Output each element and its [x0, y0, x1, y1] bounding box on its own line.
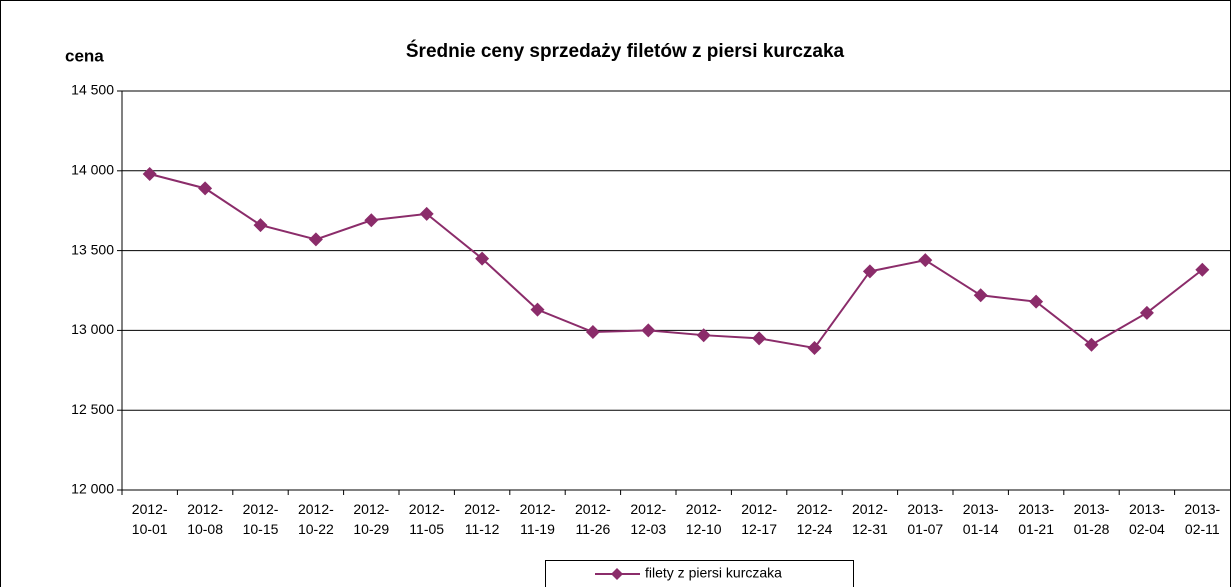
- y-tick-label: 13 500: [71, 241, 114, 257]
- x-tick-label: 2013-01-21: [1018, 501, 1054, 537]
- x-tick-label: 2012-12-17: [741, 501, 777, 537]
- x-tick-label: 2012-10-22: [297, 501, 334, 537]
- data-point: [364, 213, 379, 228]
- series-line: [149, 173, 1203, 350]
- data-point: [807, 340, 822, 355]
- data-point: [973, 288, 988, 303]
- data-point: [253, 218, 268, 233]
- data-point: [308, 232, 323, 247]
- y-axis-label: cena: [65, 46, 104, 65]
- x-tick-label: 2012-10-15: [242, 501, 279, 537]
- data-point: [198, 181, 213, 196]
- x-tick-label: 2013-02-04: [1128, 501, 1165, 537]
- data-point: [641, 323, 656, 338]
- x-tick-label: 2013-02-11: [1184, 501, 1221, 537]
- x-tick-label: 2013-01-07: [907, 501, 944, 537]
- data-point: [752, 331, 767, 346]
- x-tick-label: 2012-12-31: [851, 501, 888, 537]
- x-tick-label: 2012-11-05: [408, 501, 445, 537]
- x-tick-label: 2013-01-28: [1073, 501, 1110, 537]
- x-tick-label: 2013-01-14: [962, 501, 999, 537]
- x-tick-label: 2012-10-08: [187, 501, 223, 537]
- legend-marker: [611, 568, 623, 580]
- y-tick-label: 14 000: [71, 162, 114, 178]
- x-tick-label: 2012-11-12: [464, 501, 500, 537]
- data-point: [1139, 305, 1154, 320]
- x-tick-label: 2012-11-19: [519, 501, 556, 537]
- y-tick-label: 12 000: [71, 481, 114, 497]
- x-tick-label: 2012-12-03: [630, 501, 667, 537]
- data-point: [530, 302, 545, 317]
- x-tick-label: 2012-11-26: [574, 501, 611, 537]
- data-point: [1084, 337, 1099, 352]
- data-point: [142, 166, 157, 181]
- data-point: [862, 264, 877, 279]
- y-tick-label: 13 000: [71, 321, 114, 337]
- y-tick-label: 12 500: [71, 401, 114, 417]
- data-point: [1029, 294, 1044, 309]
- chart-title: Średnie ceny sprzedaży filetów z piersi …: [406, 40, 845, 62]
- data-point: [475, 251, 490, 266]
- data-point: [585, 324, 600, 339]
- x-tick-label: 2012-10-29: [353, 501, 390, 537]
- legend-label: filety z piersi kurczaka: [645, 565, 782, 581]
- x-tick-label: 2012-12-24: [796, 501, 833, 537]
- data-point: [918, 253, 933, 268]
- data-point: [419, 206, 434, 221]
- data-point: [696, 328, 711, 343]
- data-point: [1195, 262, 1210, 277]
- y-tick-label: 14 500: [71, 82, 114, 98]
- x-tick-label: 2012-12-10: [685, 501, 722, 537]
- x-tick-label: 2012-10-01: [131, 501, 168, 537]
